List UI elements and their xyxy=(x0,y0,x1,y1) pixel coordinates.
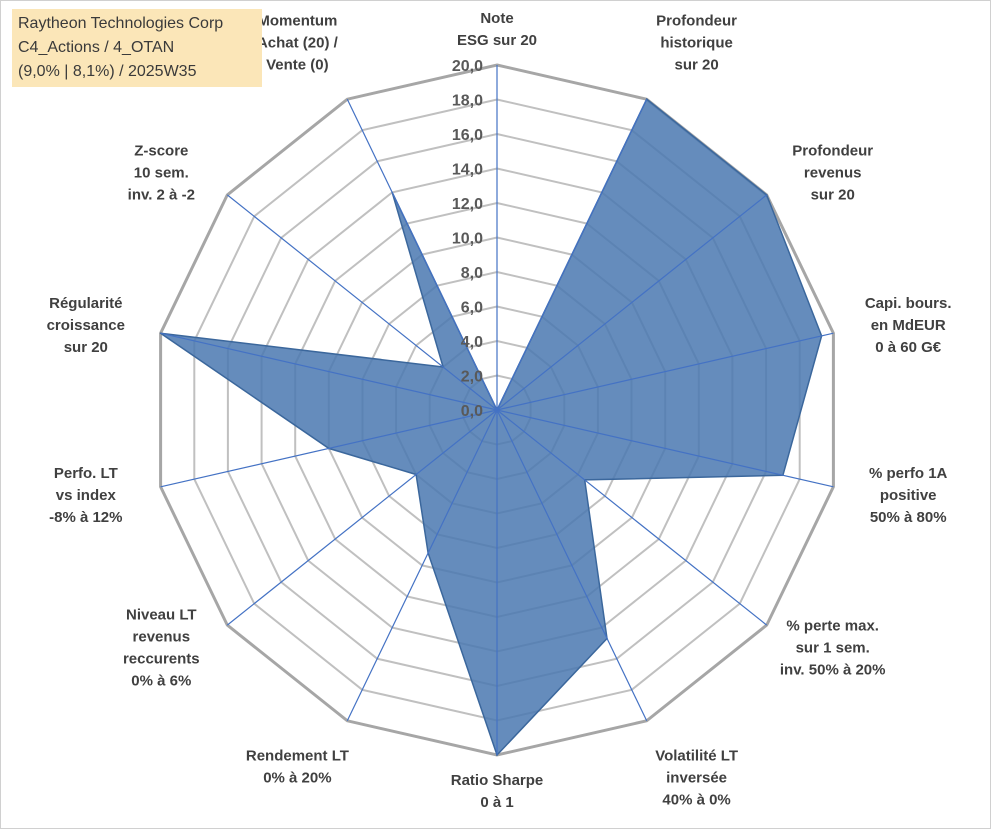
tick-label: 16,0 xyxy=(452,127,483,144)
axis-label: % perte max. sur 1 sem. inv. 50% à 20% xyxy=(780,618,886,679)
series-area-group xyxy=(159,98,823,757)
axis-labels: Note ESG sur 20 Profondeur historique sur 20… xyxy=(47,10,952,811)
axis-label-line: 0% à 6% xyxy=(131,673,191,690)
axis-label-line: Niveau LT xyxy=(126,607,197,624)
axis-label-line: 0 à 60 G€ xyxy=(875,339,942,356)
axis-label: Note ESG sur 20 xyxy=(457,10,537,49)
tick-label: 0,0 xyxy=(461,403,483,420)
tick-label: 10,0 xyxy=(452,231,483,248)
axis-spoke xyxy=(160,409,498,488)
axis-label: Z-score 10 sem. inv. 2 à -2 xyxy=(128,143,195,204)
axis-label-line: reccurents xyxy=(123,651,200,668)
axis-label: Perfo. LT vs index -8% à 12% xyxy=(49,465,122,526)
axis-label-line: ESG sur 20 xyxy=(457,32,537,49)
axis-label: Volatilité LT inversée 40% à 0% xyxy=(655,747,738,808)
axis-label-line: Ratio Sharpe xyxy=(451,772,544,789)
axis-spoke xyxy=(496,409,768,626)
axis-spoke xyxy=(496,194,768,411)
axis-label-line: 10 sem. xyxy=(134,165,189,182)
axis-label-line: Momentum xyxy=(257,13,337,30)
axis-label-line: Régularité xyxy=(49,295,122,312)
axis-spoke xyxy=(160,332,498,411)
axis-label-line: 0 à 1 xyxy=(480,794,513,811)
tick-label: 14,0 xyxy=(452,162,483,179)
tick-label: 12,0 xyxy=(452,196,483,213)
axis-label-line: en MdEUR xyxy=(871,317,946,334)
tick-label: 18,0 xyxy=(452,93,483,110)
axis-label-line: sur 1 sem. xyxy=(796,640,870,657)
axis-label-line: 50% à 80% xyxy=(870,509,947,526)
axis-label-line: Note xyxy=(480,10,513,27)
axis-label: Profondeur historique sur 20 xyxy=(656,13,737,74)
axis-label-line: revenus xyxy=(133,629,191,646)
axis-label-line: vs index xyxy=(56,487,117,504)
axis-label-line: revenus xyxy=(804,165,862,182)
axis-label-line: Rendement LT xyxy=(246,747,349,764)
axis-label: % perfo 1A positive 50% à 80% xyxy=(869,465,948,526)
axis-label: Niveau LT revenus reccurents 0% à 6% xyxy=(123,607,200,690)
axis-spoke xyxy=(496,409,648,722)
axis-label-line: Vente (0) xyxy=(266,57,329,74)
info-performance-week: (9,0% | 8,1%) / 2025W35 xyxy=(18,63,197,80)
tick-label: 8,0 xyxy=(461,265,483,282)
axis-spoke xyxy=(496,98,648,411)
axis-label-line: inv. 2 à -2 xyxy=(128,187,195,204)
axis-spoke xyxy=(346,98,498,411)
axis-label-line: 40% à 0% xyxy=(662,791,730,808)
tick-label: 2,0 xyxy=(461,369,483,386)
axis-spoke xyxy=(496,409,834,488)
axis-label-line: -8% à 12% xyxy=(49,509,122,526)
series-area xyxy=(160,98,823,757)
axis-label-line: Capi. bours. xyxy=(865,295,952,312)
axis-spoke xyxy=(226,194,498,411)
tick-label: 6,0 xyxy=(461,300,483,317)
axis-label-line: % perte max. xyxy=(786,618,879,635)
axis-spoke xyxy=(226,409,498,626)
axis-label-line: sur 20 xyxy=(674,57,718,74)
axis-label-line: historique xyxy=(660,35,733,52)
axis-spoke xyxy=(346,409,498,722)
axis-label: Capi. bours. en MdEUR 0 à 60 G€ xyxy=(865,295,952,356)
axis-label-line: Perfo. LT xyxy=(54,465,118,482)
axis-label-line: sur 20 xyxy=(811,187,855,204)
axis-label-line: croissance xyxy=(47,317,125,334)
axis-label: Rendement LT 0% à 20% xyxy=(246,747,349,786)
axis-label-line: Achat (20) / xyxy=(257,35,339,52)
axis-label-line: sur 20 xyxy=(64,339,108,356)
tick-label: 4,0 xyxy=(461,334,483,351)
tick-labels: 0,0 2,0 4,0 6,0 8,0 10,0 12,0 14,0 16,0 18,0 20,0 xyxy=(452,58,483,420)
axis-label-line: inversée xyxy=(666,769,727,786)
axis-label-line: % perfo 1A xyxy=(869,465,948,482)
axis-label-line: Profondeur xyxy=(792,143,873,160)
axis-label: Régularité croissance sur 20 xyxy=(47,295,125,356)
info-box: Raytheon Technologies Corp C4_Actions / … xyxy=(12,9,262,87)
tick-label: 20,0 xyxy=(452,58,483,75)
axis-spokes xyxy=(160,65,834,755)
axis-label-line: Z-score xyxy=(134,143,188,160)
axis-spoke xyxy=(496,332,834,411)
axis-label: Ratio Sharpe 0 à 1 xyxy=(451,772,544,811)
axis-label: Profondeur revenus sur 20 xyxy=(792,143,873,204)
axis-label-line: Profondeur xyxy=(656,13,737,30)
axis-label-line: Volatilité LT xyxy=(655,747,738,764)
axis-label-line: positive xyxy=(880,487,937,504)
axis-label: Momentum Achat (20) / Vente (0) xyxy=(257,13,339,74)
axis-label-line: 0% à 20% xyxy=(263,769,331,786)
info-category: C4_Actions / 4_OTAN xyxy=(18,39,175,56)
info-company-name: Raytheon Technologies Corp xyxy=(18,15,224,32)
axis-label-line: inv. 50% à 20% xyxy=(780,662,886,679)
